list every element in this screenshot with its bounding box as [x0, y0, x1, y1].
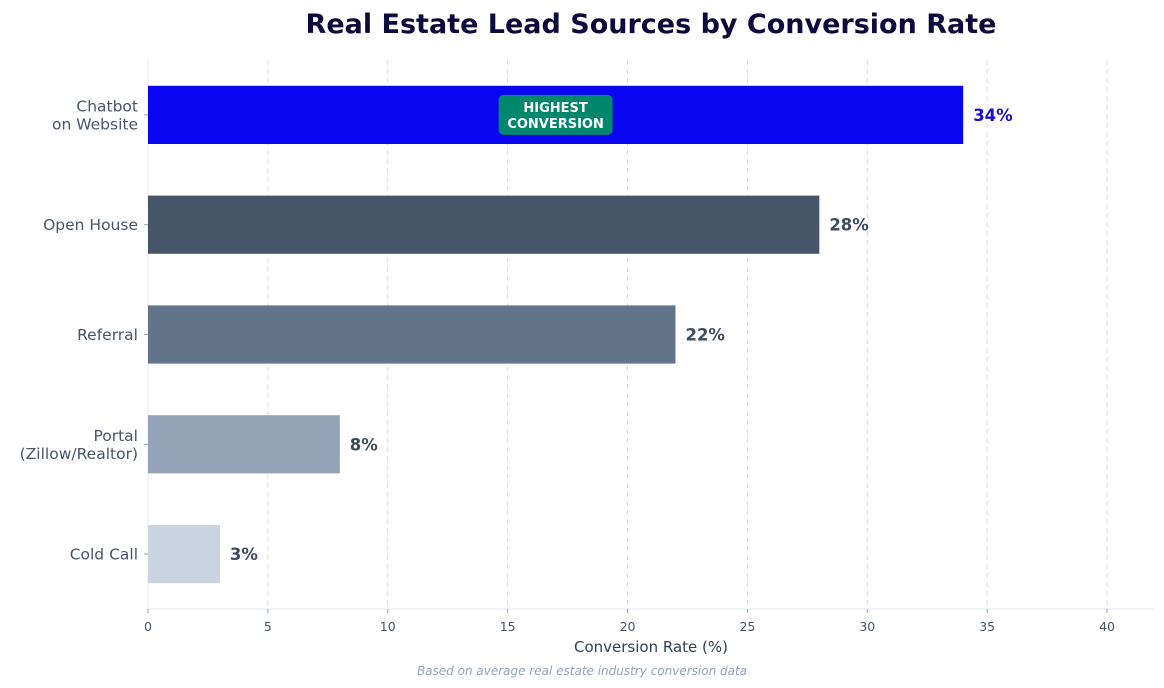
value-label: 3%: [230, 545, 258, 564]
category-label: Portal (Zillow/Realtor): [20, 427, 138, 463]
value-label: 22%: [685, 326, 725, 345]
category-label: Open House: [43, 216, 138, 234]
highest-conversion-badge-text: HIGHEST CONVERSION: [507, 101, 604, 132]
x-tick-label: 20: [620, 619, 636, 634]
category-label: Chatbot on Website: [52, 97, 138, 133]
x-tick-label: 40: [1099, 619, 1115, 634]
x-tick-label: 0: [144, 619, 152, 634]
x-tick-label: 15: [500, 619, 516, 634]
bars-layer: [148, 85, 964, 584]
x-tick-label: 25: [739, 619, 755, 634]
bar: [148, 525, 220, 584]
value-label: 28%: [829, 216, 869, 235]
bar: [148, 195, 820, 254]
x-tick-label: 5: [264, 619, 272, 634]
highest-conversion-badge: [498, 94, 613, 135]
chart-title: Real Estate Lead Sources by Conversion R…: [306, 9, 997, 40]
bar: [148, 415, 340, 474]
x-tick-label: 35: [979, 619, 995, 634]
category-label: Cold Call: [70, 546, 138, 564]
category-label: Referral: [77, 326, 138, 344]
footnote: Based on average real estate industry co…: [417, 664, 747, 678]
x-tick-label: 30: [859, 619, 875, 634]
labels-layer: 0 5 10 15 20 25 30 35 40 Chatbot on Website 34% Open…: [20, 94, 1115, 634]
bar: [148, 305, 676, 364]
x-tick-label: 10: [380, 619, 396, 634]
x-axis-title: Conversion Rate (%): [574, 638, 728, 656]
value-label: 8%: [350, 435, 378, 454]
value-label: 34%: [973, 106, 1013, 125]
